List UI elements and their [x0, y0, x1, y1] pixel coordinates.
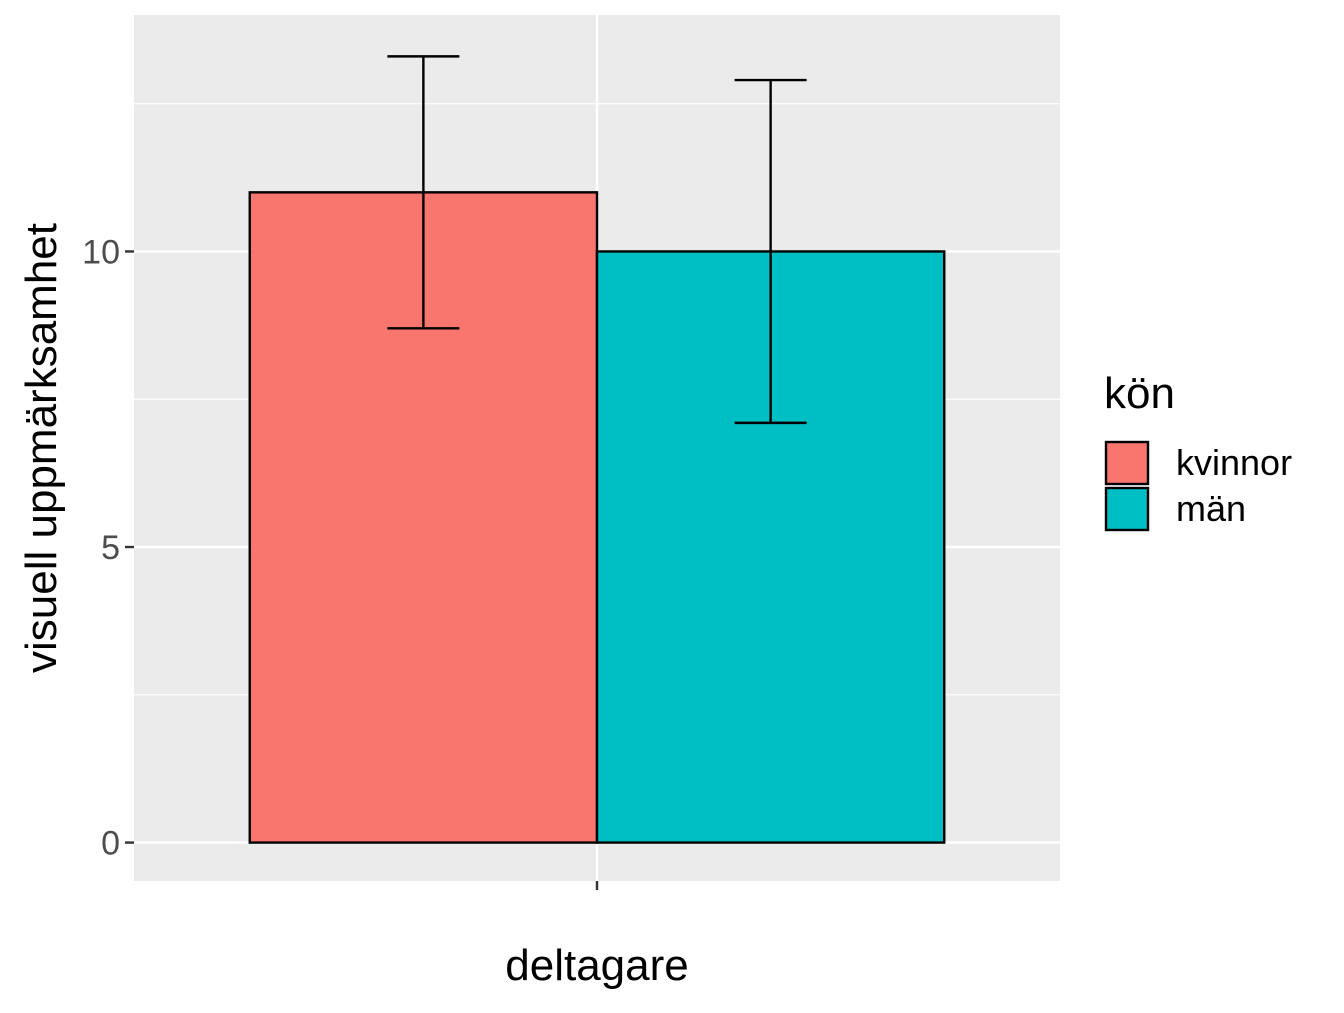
legend-items: kvinnor män: [1104, 440, 1292, 532]
y-tick-label: 5: [101, 529, 120, 567]
axes: 0 5 10: [82, 233, 599, 890]
legend-key-kvinnor: [1104, 440, 1150, 486]
x-axis-title: deltagare: [505, 941, 688, 990]
y-tick-label: 0: [101, 825, 120, 863]
legend-label-män: män: [1176, 488, 1246, 529]
legend: kön kvinnor män: [1104, 369, 1292, 532]
error-bars: [387, 55, 807, 425]
legend-label-kvinnor: kvinnor: [1176, 442, 1292, 483]
y-tick-label: 10: [82, 233, 120, 271]
bars: [248, 191, 946, 844]
legend-key-män: [1104, 486, 1150, 532]
y-axis-title: visuell uppmärksamhet: [17, 223, 66, 673]
legend-title: kön: [1104, 369, 1175, 418]
